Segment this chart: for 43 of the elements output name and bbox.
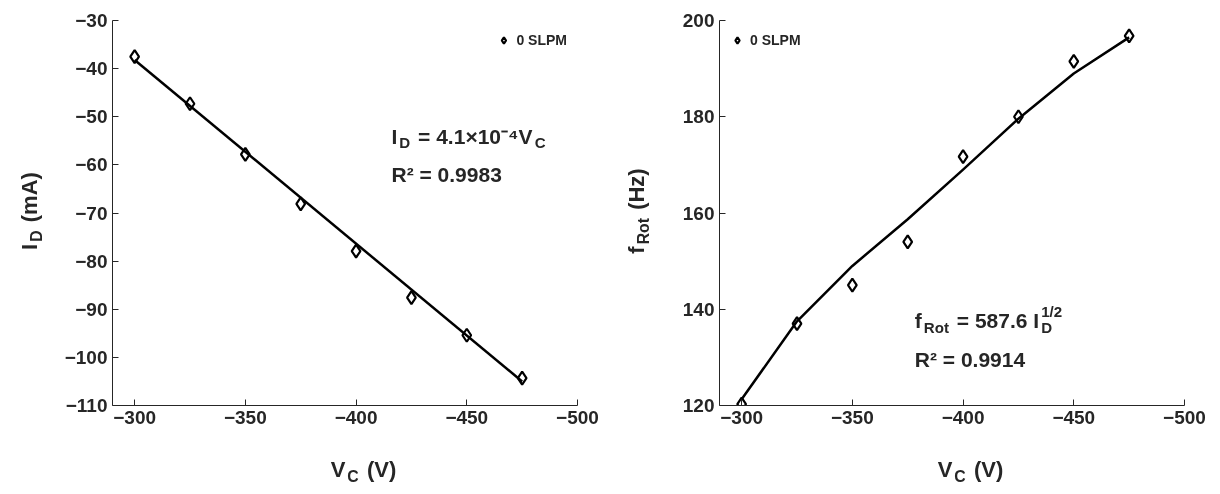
point bbox=[516, 370, 528, 386]
point bbox=[1068, 53, 1080, 70]
x-tick-label: −450 bbox=[1052, 406, 1096, 428]
legend-label: 0 SLPM bbox=[516, 32, 567, 48]
point bbox=[129, 48, 141, 65]
y-tick-label: −60 bbox=[75, 154, 108, 176]
annotation: R² = 0.9983 bbox=[391, 163, 502, 186]
y-tick-label: −40 bbox=[75, 58, 108, 80]
x-tick-label: −350 bbox=[830, 406, 874, 428]
y-tick-label: −70 bbox=[75, 202, 108, 224]
x-tick-label: −400 bbox=[334, 406, 378, 428]
x-tick-label: −500 bbox=[1163, 406, 1206, 428]
x-tick-label: −300 bbox=[720, 406, 764, 428]
x-tick-label: −500 bbox=[556, 406, 599, 428]
point bbox=[239, 146, 251, 162]
point bbox=[957, 149, 969, 165]
point bbox=[350, 243, 362, 259]
y-tick-label: 180 bbox=[682, 106, 715, 128]
y-tick-label: 140 bbox=[682, 298, 715, 320]
y-tick-label: −110 bbox=[65, 395, 108, 416]
x-tick-label: −450 bbox=[445, 406, 489, 428]
y-tick-label: −50 bbox=[75, 106, 108, 128]
annotation: R² = 0.9914 bbox=[914, 347, 1026, 371]
x-tick-label: −300 bbox=[113, 406, 157, 428]
y-tick-label: 200 bbox=[682, 10, 715, 31]
y-tick-label: −90 bbox=[75, 298, 108, 320]
y-tick-label: 160 bbox=[682, 202, 715, 224]
point bbox=[295, 196, 307, 212]
y-tick-label: −30 bbox=[75, 10, 108, 31]
x-tick-label: −350 bbox=[223, 406, 267, 428]
point bbox=[1123, 28, 1135, 44]
point bbox=[791, 316, 803, 332]
y-tick-label: −100 bbox=[64, 346, 108, 368]
y-axis-title: fRot (Hz) bbox=[624, 168, 652, 254]
legend-label: 0 SLPM bbox=[750, 32, 801, 48]
point bbox=[184, 96, 196, 112]
x-tick-label: −400 bbox=[941, 406, 985, 428]
point bbox=[902, 234, 914, 250]
point bbox=[461, 327, 473, 343]
point bbox=[846, 277, 858, 293]
y-tick-label: −80 bbox=[75, 250, 108, 272]
y-axis-title: ID (mA) bbox=[17, 172, 45, 250]
y-tick-label: 120 bbox=[682, 395, 715, 416]
